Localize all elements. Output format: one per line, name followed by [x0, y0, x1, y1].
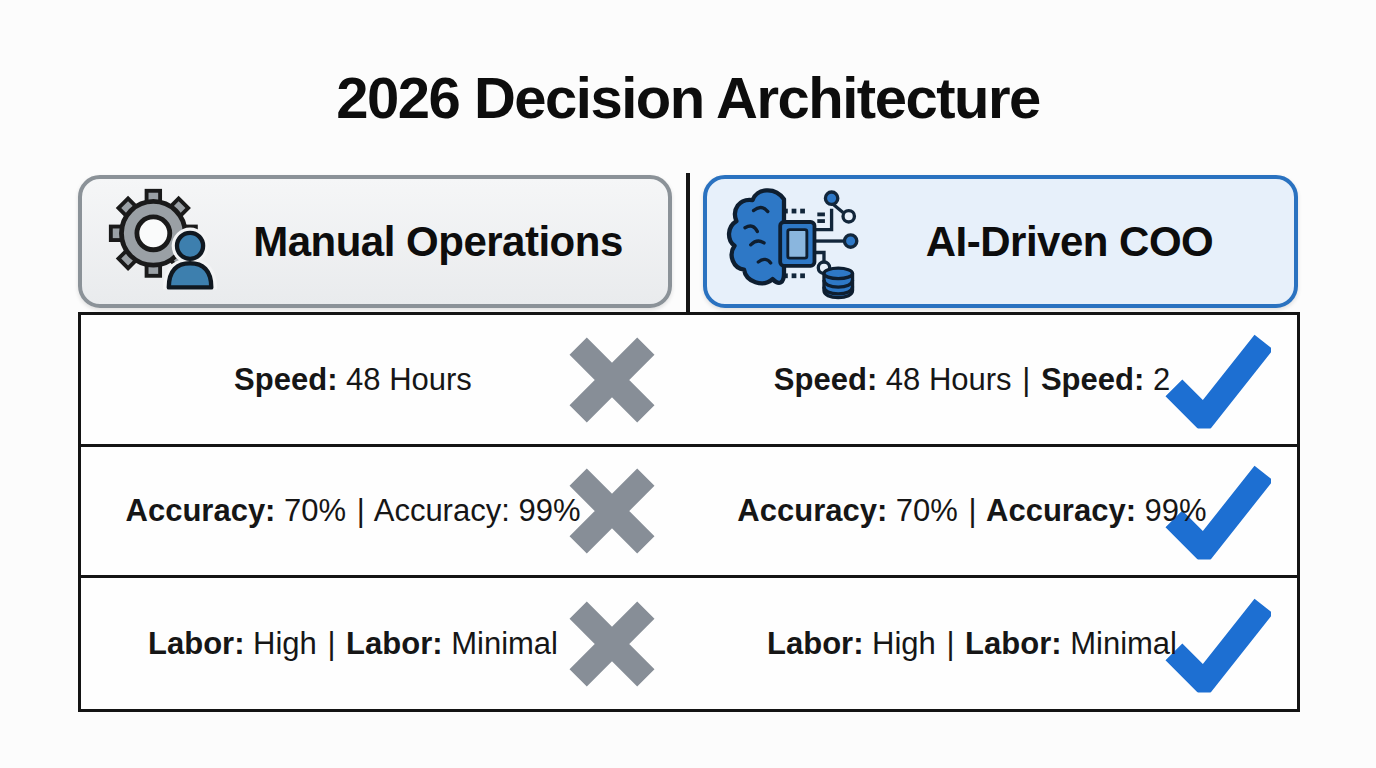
header-card-ai-driven-coo: AI-Driven COO: [703, 175, 1298, 308]
comparison-table: Speed: 48 Hours Speed: 48 Hours | Speed:…: [78, 312, 1300, 712]
cell-ai-accuracy: Accuracy: 70% | Accuracy: 99%: [689, 444, 1297, 575]
cell-manual-speed: Speed: 48 Hours: [81, 315, 689, 444]
gear-user-icon: [100, 185, 226, 299]
page-title: 2026 Decision Architecture: [0, 64, 1376, 131]
cell-text: Speed: 48 Hours: [234, 362, 472, 398]
cross-icon: [565, 597, 659, 691]
infographic-page: 2026 Decision Architecture: [0, 0, 1376, 768]
cell-ai-speed: Speed: 48 Hours | Speed: 2: [689, 315, 1297, 444]
cell-text: Labor: High | Labor: Minimal: [148, 626, 558, 662]
check-icon: [1165, 595, 1271, 692]
cell-text: Accuracy: 70% | Accuracy: 99%: [737, 493, 1206, 529]
cross-icon: [565, 333, 659, 427]
cell-text: Speed: 48 Hours | Speed: 2: [774, 362, 1170, 398]
cell-manual-accuracy: Accuracy: 70% | Accuracy: 99%: [81, 444, 689, 575]
header-card-manual-operations: Manual Operations: [78, 175, 672, 308]
cell-text: Accuracy: 70% | Accuracy: 99%: [126, 493, 581, 529]
check-icon: [1165, 331, 1271, 428]
cell-ai-labor: Labor: High | Labor: Minimal: [689, 575, 1297, 709]
header-label-manual: Manual Operations: [226, 218, 650, 266]
cell-manual-labor: Labor: High | Labor: Minimal: [81, 575, 689, 709]
brain-circuit-icon: [725, 180, 863, 304]
cell-text: Labor: High | Labor: Minimal: [767, 626, 1177, 662]
header-label-ai: AI-Driven COO: [863, 218, 1276, 266]
